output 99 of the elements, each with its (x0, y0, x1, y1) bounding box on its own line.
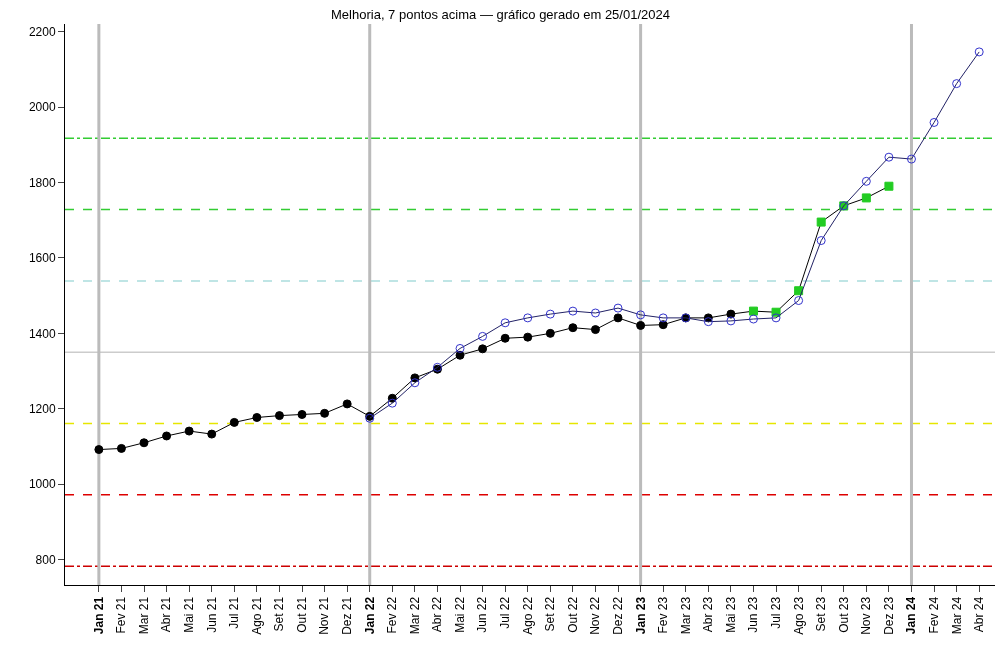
y-tick-label: 1400 (28, 326, 56, 341)
x-tick-label: Jul 23 (768, 596, 783, 629)
point (568, 323, 578, 333)
point (162, 431, 172, 441)
x-tick-label: Jun 23 (746, 596, 761, 633)
x-tick-label: Set 21 (272, 596, 287, 632)
x-tick-label: Abr 22 (430, 596, 445, 633)
point (861, 193, 871, 203)
x-tick-label: Mar 24 (949, 596, 964, 635)
point (748, 306, 758, 316)
x-tick-label: Fev 21 (114, 596, 129, 634)
x-tick-label: Abr 24 (972, 596, 987, 633)
point (906, 154, 916, 164)
x-tick-label: Mai 22 (452, 596, 467, 633)
point (229, 417, 239, 427)
y-tick-label: 2200 (28, 24, 56, 39)
x-tick-label: Mar 22 (407, 596, 422, 635)
point (545, 309, 555, 319)
point (636, 310, 646, 320)
point (771, 313, 781, 323)
x-tick-label: Jan 24 (904, 596, 919, 635)
point (884, 152, 894, 162)
x-tick-label: Ago 21 (249, 596, 264, 635)
point (207, 429, 217, 439)
point (861, 176, 871, 186)
x-tick-label: Ago 22 (520, 596, 535, 635)
point (658, 313, 668, 323)
y-tick-label: 1200 (28, 402, 56, 417)
point (929, 117, 939, 127)
point (455, 343, 465, 353)
x-tick-label: Jun 22 (475, 596, 490, 633)
x-tick-label: Mai 21 (182, 596, 197, 633)
chart-title: Melhoria, 7 pontos acima — gráfico gerado em 25/01/2024 (331, 6, 670, 22)
y-tick-label: 1000 (28, 477, 56, 492)
point (252, 412, 262, 422)
x-tick-label: Jan 23 (633, 596, 648, 635)
x-tick-label: Dez 22 (610, 596, 625, 635)
point (523, 332, 533, 342)
point (297, 409, 307, 419)
x-tick-label: Dez 23 (881, 596, 896, 635)
point (952, 79, 962, 89)
y-tick-label: 1800 (28, 175, 56, 190)
point (500, 318, 510, 328)
x-tick-label: Out 22 (565, 596, 580, 633)
x-tick-label: Abr 23 (701, 596, 716, 633)
x-tick-label: Out 23 (836, 596, 851, 633)
x-tick-label: Set 22 (543, 596, 558, 632)
point (613, 313, 623, 323)
x-tick-label: Nov 21 (317, 596, 332, 635)
x-tick-label: Jul 21 (227, 596, 242, 629)
point (116, 443, 126, 453)
point (816, 236, 826, 246)
point (568, 306, 578, 316)
x-tick-label: Mar 23 (678, 596, 693, 635)
point (342, 399, 352, 409)
x-tick-label: Set 23 (814, 596, 829, 632)
x-tick-label: Ago 23 (791, 596, 806, 635)
point (974, 47, 984, 57)
point (884, 181, 894, 191)
x-tick-label: Jan 21 (91, 596, 106, 635)
x-tick-label: Dez 21 (340, 596, 355, 635)
x-tick-label: Abr 21 (159, 596, 174, 633)
x-tick-label: Jan 22 (362, 596, 377, 635)
point (658, 320, 668, 330)
point (748, 314, 758, 324)
x-tick-label: Fev 24 (926, 596, 941, 634)
point (274, 411, 284, 421)
x-tick-label: Out 21 (294, 596, 309, 633)
point (500, 333, 510, 343)
point (320, 408, 330, 418)
point (478, 344, 488, 354)
point (703, 317, 713, 327)
point (184, 426, 194, 436)
point (94, 445, 104, 455)
point (613, 303, 623, 313)
point (726, 316, 736, 326)
point (590, 325, 600, 335)
x-tick-label: Mai 23 (723, 596, 738, 633)
point (523, 313, 533, 323)
point (816, 217, 826, 227)
x-tick-label: Mar 21 (136, 596, 151, 635)
y-tick-label: 1600 (28, 251, 56, 266)
point (455, 350, 465, 360)
point (636, 320, 646, 330)
point (794, 296, 804, 306)
point (410, 378, 420, 388)
point (139, 438, 149, 448)
x-tick-label: Nov 23 (859, 596, 874, 635)
x-tick-label: Jun 21 (204, 596, 219, 633)
x-tick-label: Fev 22 (385, 596, 400, 634)
x-tick-label: Jul 22 (498, 596, 513, 629)
point (478, 331, 488, 341)
y-tick-label: 800 (35, 552, 56, 567)
x-tick-label: Nov 22 (588, 596, 603, 635)
x-tick-label: Fev 23 (656, 596, 671, 634)
point (590, 308, 600, 318)
point (387, 398, 397, 408)
y-tick-label: 2000 (28, 100, 56, 115)
point (545, 328, 555, 338)
